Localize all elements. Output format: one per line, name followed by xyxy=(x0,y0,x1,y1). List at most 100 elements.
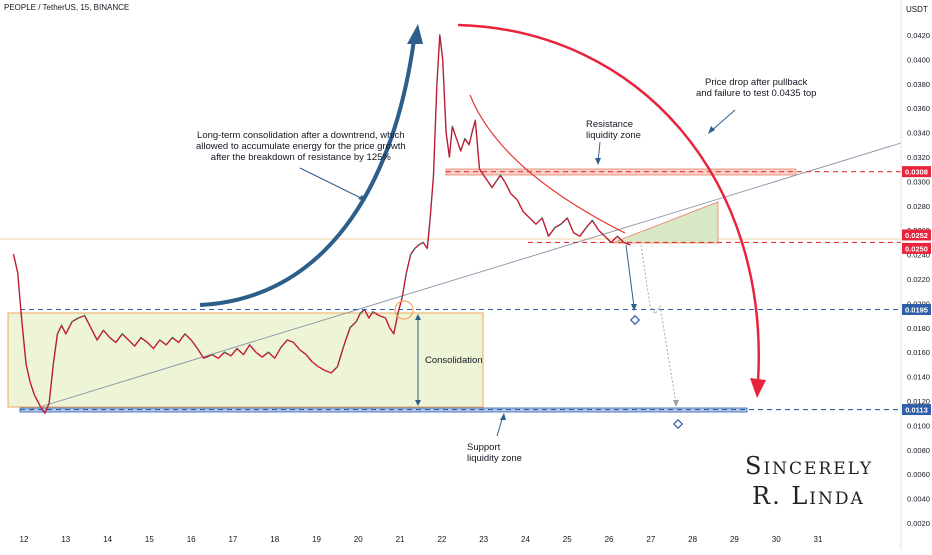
price-point xyxy=(133,345,136,347)
price-point xyxy=(60,324,63,327)
price-tag xyxy=(902,404,931,416)
x-tick-label: 23 xyxy=(479,535,488,544)
currency-label: USDT xyxy=(906,5,928,14)
price-point xyxy=(336,366,339,368)
price-point xyxy=(528,217,531,219)
x-tick-label: 30 xyxy=(772,535,781,544)
background-layer xyxy=(0,168,901,413)
pointer-long-term-head xyxy=(358,195,366,201)
trendline-layer xyxy=(29,142,902,411)
price-point xyxy=(471,131,473,134)
x-tick-label: 25 xyxy=(563,535,572,544)
x-tick-label: 27 xyxy=(646,535,655,544)
price-point xyxy=(127,339,130,341)
price-point xyxy=(29,381,32,384)
price-point xyxy=(342,345,345,347)
y-tick-label: 0.0220 xyxy=(907,275,930,284)
price-point xyxy=(90,327,92,329)
growth-arrow-head xyxy=(407,24,423,44)
price-point xyxy=(572,231,575,234)
growth-arrow xyxy=(199,39,416,307)
signature-line-2: R. Linda xyxy=(752,482,865,510)
y-tick-label: 0.0300 xyxy=(907,177,930,186)
x-tick-label: 14 xyxy=(103,535,112,544)
arrow-head-down xyxy=(415,400,421,406)
x-tick-label: 19 xyxy=(312,535,321,544)
price-point xyxy=(560,223,562,225)
price-point xyxy=(409,253,412,256)
price-point xyxy=(541,217,543,219)
price-point xyxy=(384,317,387,319)
symbol-title[interactable]: PEOPLE / TetherUS, 15, BINANCE xyxy=(4,3,130,12)
price-point xyxy=(39,406,42,408)
pointer-long-term xyxy=(299,167,366,201)
y-tick-label: 0.0340 xyxy=(907,129,930,138)
price-point xyxy=(230,355,232,357)
price-point xyxy=(553,226,556,229)
price-point xyxy=(77,317,80,319)
price-point xyxy=(499,174,502,177)
price-point xyxy=(177,341,180,344)
price-point xyxy=(305,353,307,356)
price-point xyxy=(236,347,238,350)
annotation-resistance: Resistance liquidity zone xyxy=(586,119,641,141)
y-tick-label: 0.0280 xyxy=(907,202,930,211)
price-point xyxy=(56,333,59,335)
price-point xyxy=(393,333,395,335)
consolidation-box xyxy=(7,312,484,408)
x-tick-label: 28 xyxy=(688,535,697,544)
price-point xyxy=(359,312,362,314)
price-point xyxy=(190,339,192,341)
pointer-price-drop xyxy=(709,109,736,133)
target-diamond-icon xyxy=(629,314,641,326)
price-point xyxy=(432,174,435,177)
price-point xyxy=(202,357,205,360)
price-point xyxy=(286,339,289,341)
y-tick-label: 0.0080 xyxy=(907,446,930,455)
price-point xyxy=(629,244,631,246)
y-tick-label: 0.0160 xyxy=(907,348,930,357)
projection-down-1 xyxy=(625,244,635,308)
price-point xyxy=(324,369,326,372)
price-point xyxy=(267,351,270,354)
price-point xyxy=(292,341,295,344)
price-point xyxy=(349,327,351,329)
price-point xyxy=(436,83,438,85)
price-point xyxy=(478,168,481,170)
price-point xyxy=(378,314,381,317)
price-point xyxy=(255,351,257,354)
x-tick-label: 22 xyxy=(437,535,446,544)
price-tag-label: 0.0195 xyxy=(905,306,928,315)
level-lines xyxy=(20,171,901,411)
price-point xyxy=(441,58,444,61)
price-point xyxy=(482,174,485,177)
price-point xyxy=(211,353,213,356)
x-tick-label: 17 xyxy=(228,535,237,544)
price-point xyxy=(401,296,403,299)
price-point xyxy=(426,247,429,250)
price-point xyxy=(317,366,320,368)
x-tick-label: 29 xyxy=(730,535,739,544)
price-point xyxy=(25,363,27,366)
price-point xyxy=(566,217,569,219)
price-point xyxy=(248,344,251,346)
price-point xyxy=(71,320,73,323)
price-point xyxy=(495,180,498,183)
price-tag-label: 0.0252 xyxy=(905,231,928,240)
price-tag xyxy=(902,242,931,254)
price-tag xyxy=(902,229,931,241)
y-tick-label: 0.0040 xyxy=(907,495,930,504)
ascending-trendline xyxy=(29,142,902,411)
price-point xyxy=(418,244,420,246)
price-point xyxy=(165,344,167,346)
price-point xyxy=(464,137,466,140)
price-point xyxy=(397,312,399,314)
price-point xyxy=(108,336,111,339)
price-point xyxy=(604,235,606,238)
price-point xyxy=(121,333,124,335)
price-point xyxy=(455,137,458,140)
price-point xyxy=(547,235,550,238)
price-point xyxy=(451,125,454,128)
annotation-price-drop: Price drop after pullback and failure to… xyxy=(696,77,817,99)
